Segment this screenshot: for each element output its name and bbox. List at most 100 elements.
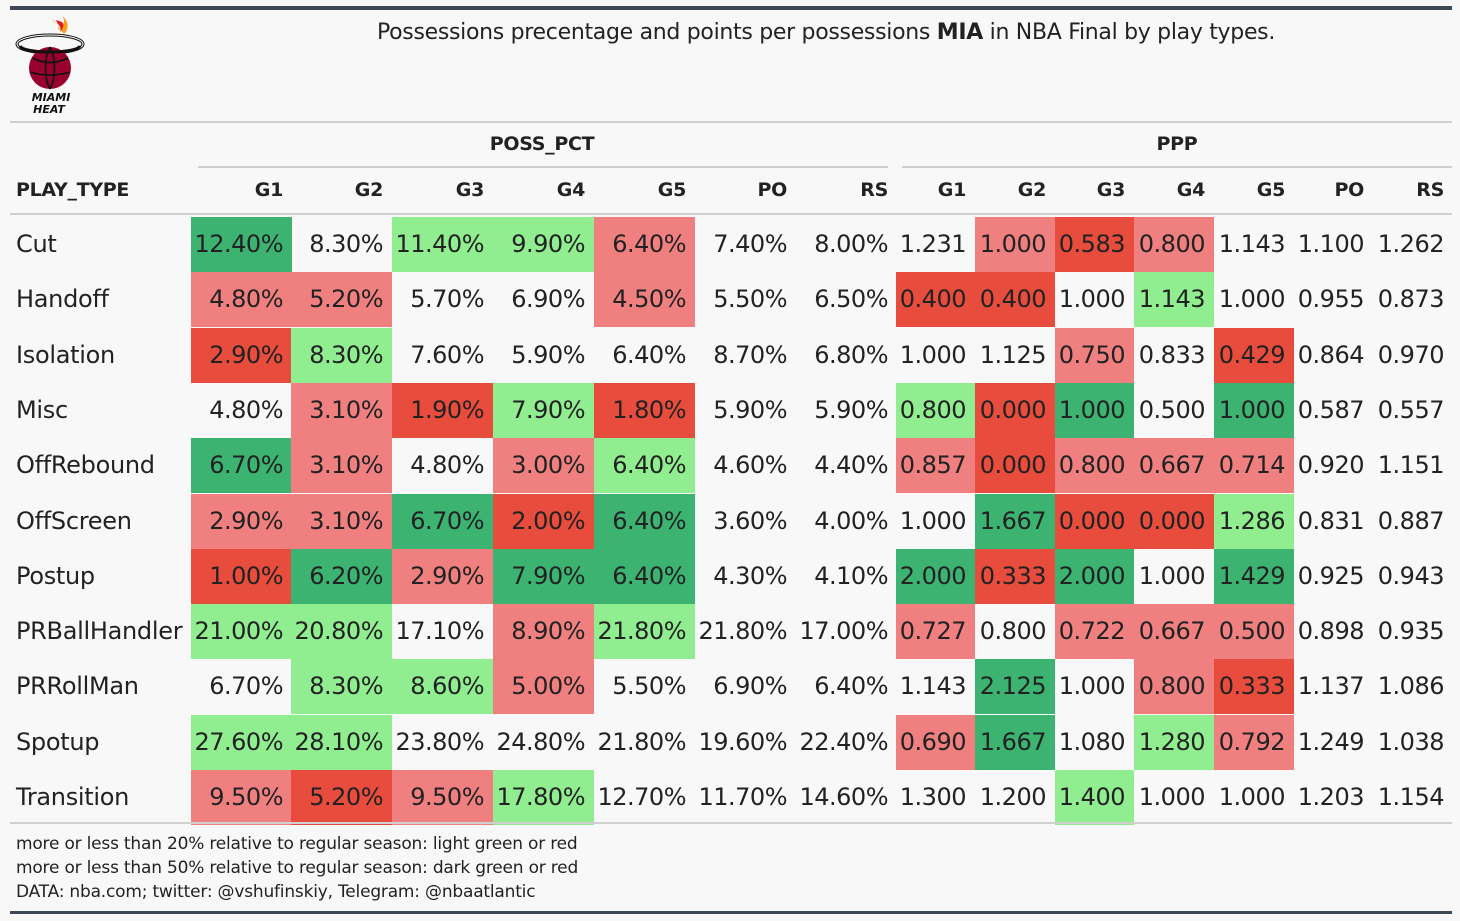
poss-pct-cell: 3.10% (291, 494, 392, 549)
poss-pct-cell: 6.90% (511, 285, 585, 313)
poss-pct-cell: 5.90% (814, 396, 888, 424)
poss-pct-cell: 24.80% (496, 728, 585, 756)
ppp-cell: 1.249 (1297, 728, 1365, 756)
poss-pct-cell: 1.80% (594, 383, 695, 438)
ppp-cell: 0.727 (896, 604, 975, 659)
poss-pct-cell: 5.20% (291, 770, 392, 825)
poss-pct-cell: 11.40% (392, 217, 493, 272)
ppp-cell: 0.864 (1297, 341, 1365, 369)
poss-pct-cell: 4.10% (814, 562, 888, 590)
col-head-ppp-g4: G4 (1176, 179, 1206, 201)
col-head-poss-g5: G5 (657, 179, 687, 201)
poss-pct-cell: 19.60% (698, 728, 787, 756)
row-header-play-type: PLAY_TYPE (16, 179, 130, 201)
title-prefix: Possessions precentage and points per po… (376, 20, 937, 45)
poss-pct-cell: 4.60% (713, 451, 787, 479)
ppp-cell: 1.200 (979, 783, 1047, 811)
poss-pct-cell: 4.50% (594, 272, 695, 327)
ppp-cell: 0.898 (1297, 617, 1365, 645)
col-head-ppp-g1: G1 (937, 179, 967, 201)
row-label: PRBallHandler (16, 617, 183, 645)
ppp-cell: 0.557 (1377, 396, 1445, 424)
poss-pct-cell: 28.10% (291, 715, 392, 770)
ppp-cell: 1.000 (1058, 285, 1126, 313)
poss-pct-cell: 17.10% (395, 617, 484, 645)
ppp-cell: 1.038 (1377, 728, 1445, 756)
ppp-cell: 1.231 (899, 230, 967, 258)
poss-pct-cell: 9.50% (191, 770, 292, 825)
ppp-cell: 1.143 (899, 672, 967, 700)
ppp-cell: 1.400 (1055, 770, 1134, 825)
svg-text:HEAT: HEAT (33, 103, 66, 116)
ppp-cell: 1.000 (1218, 783, 1286, 811)
ppp-cell: 1.000 (1055, 383, 1134, 438)
poss-pct-cell: 6.90% (713, 672, 787, 700)
ppp-cell: 0.935 (1377, 617, 1445, 645)
divider-header (10, 213, 1452, 215)
ppp-cell: 1.143 (1134, 272, 1214, 327)
ppp-cell: 0.667 (1134, 604, 1214, 659)
col-head-ppp-g5: G5 (1256, 179, 1286, 201)
poss-pct-cell: 6.40% (594, 217, 695, 272)
ppp-cell: 1.262 (1377, 230, 1445, 258)
col-head-ppp-g3: G3 (1096, 179, 1126, 201)
footnote-dark: more or less than 50% relative to regula… (16, 858, 579, 878)
ppp-cell: 1.137 (1297, 672, 1365, 700)
poss-pct-cell: 1.00% (191, 549, 292, 604)
poss-pct-cell: 3.10% (291, 383, 392, 438)
poss-pct-cell: 5.50% (612, 672, 686, 700)
col-head-poss-g3: G3 (455, 179, 485, 201)
divider-title (10, 121, 1452, 123)
group-line-poss-pct (198, 166, 888, 168)
poss-pct-cell: 8.30% (291, 328, 392, 383)
ppp-cell: 0.750 (1055, 328, 1134, 383)
footnote-source: DATA: nba.com; twitter: @vshufinskiy, Te… (16, 882, 536, 902)
row-label: OffRebound (16, 451, 155, 479)
ppp-cell: 0.667 (1134, 438, 1214, 493)
poss-pct-cell: 11.70% (698, 783, 787, 811)
col-head-poss-rs: RS (860, 179, 888, 201)
poss-pct-cell: 4.80% (191, 272, 292, 327)
col-head-poss-po: PO (757, 179, 788, 201)
ppp-cell: 1.429 (1214, 549, 1294, 604)
bottom-border (10, 911, 1452, 914)
poss-pct-cell: 6.50% (814, 285, 888, 313)
miami-heat-logo: MIAMI HEAT (15, 16, 85, 116)
ppp-cell: 1.000 (899, 341, 967, 369)
ppp-cell: 0.873 (1377, 285, 1445, 313)
ppp-cell: 2.000 (896, 549, 975, 604)
poss-pct-cell: 8.30% (291, 659, 392, 714)
poss-pct-cell: 9.50% (392, 770, 493, 825)
ppp-cell: 1.286 (1214, 494, 1294, 549)
ppp-cell: 0.333 (1214, 659, 1294, 714)
poss-pct-cell: 20.80% (291, 604, 392, 659)
ppp-cell: 0.500 (1138, 396, 1206, 424)
group-line-ppp (902, 166, 1452, 168)
ppp-cell: 1.000 (1218, 285, 1286, 313)
ppp-cell: 1.000 (975, 217, 1055, 272)
ppp-cell: 0.887 (1377, 507, 1445, 535)
ppp-cell: 0.000 (1055, 494, 1134, 549)
ppp-cell: 0.587 (1297, 396, 1365, 424)
row-label: PRRollMan (16, 672, 139, 700)
ppp-cell: 0.800 (1055, 438, 1134, 493)
group-label-poss-pct: POSS_PCT (489, 133, 595, 155)
ppp-cell: 0.800 (896, 383, 975, 438)
poss-pct-cell: 14.60% (799, 783, 888, 811)
ppp-cell: 0.831 (1297, 507, 1365, 535)
ppp-cell: 0.920 (1297, 451, 1365, 479)
poss-pct-cell: 6.70% (191, 438, 292, 493)
row-label: Transition (16, 783, 130, 811)
divider-body (10, 822, 1452, 824)
poss-pct-cell: 6.70% (392, 494, 493, 549)
ppp-cell: 1.125 (979, 341, 1047, 369)
group-label-ppp: PPP (1156, 133, 1198, 155)
ppp-cell: 1.667 (975, 494, 1055, 549)
poss-pct-cell: 3.60% (713, 507, 787, 535)
ppp-cell: 0.690 (896, 715, 975, 770)
poss-pct-cell: 8.00% (814, 230, 888, 258)
poss-pct-cell: 6.70% (209, 672, 283, 700)
ppp-cell: 1.280 (1134, 715, 1214, 770)
poss-pct-cell: 21.80% (594, 604, 695, 659)
ppp-cell: 1.203 (1297, 783, 1365, 811)
